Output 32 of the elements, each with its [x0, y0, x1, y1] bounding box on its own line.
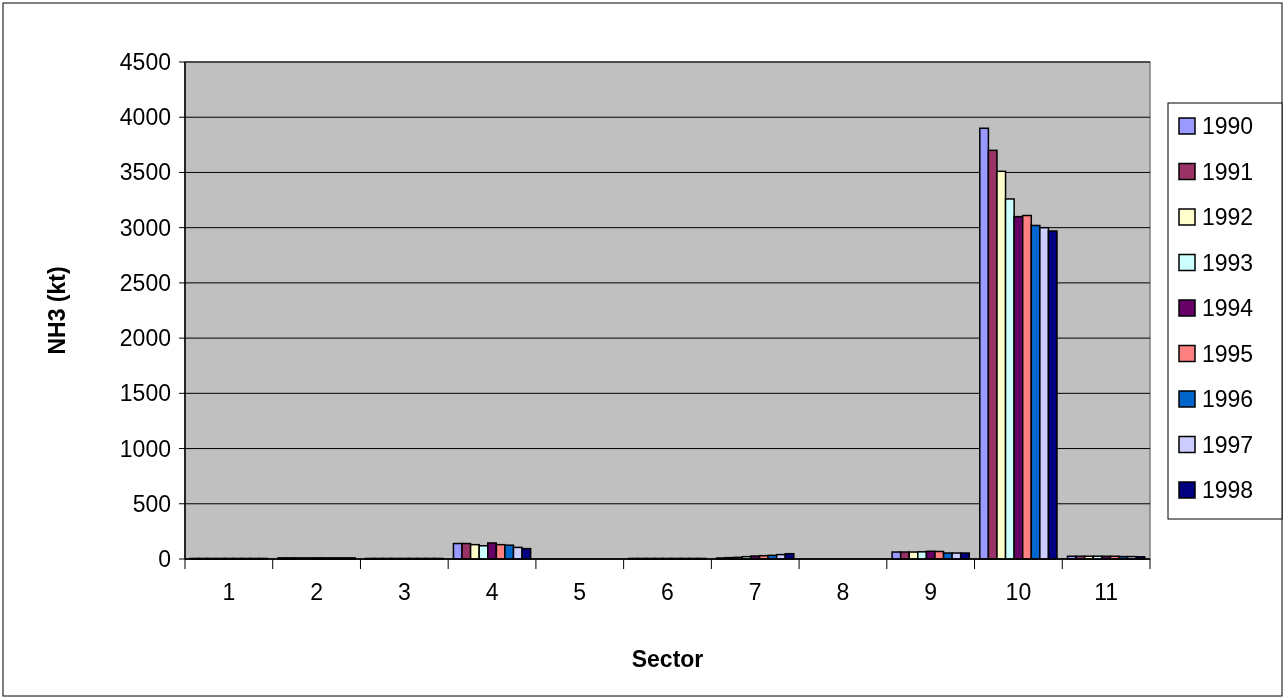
legend-label: 1991 [1202, 158, 1254, 185]
x-tick-label: 4 [485, 579, 499, 605]
y-axis-title: NH3 (kt) [44, 266, 70, 355]
x-tick-label: 3 [397, 579, 411, 605]
x-tick-label: 7 [748, 579, 762, 605]
x-tick-label: 8 [836, 579, 850, 605]
x-tick-label: 11 [1094, 579, 1119, 605]
y-tick-label: 1500 [119, 380, 171, 407]
legend-label: 1992 [1202, 204, 1254, 231]
y-tick-label: 3500 [119, 159, 171, 186]
y-tick-label: 3000 [119, 214, 171, 241]
legend-label: 1996 [1202, 386, 1254, 413]
legend-label: 1993 [1202, 249, 1254, 276]
legend-label: 1998 [1202, 477, 1254, 504]
y-tick-label: 2500 [119, 269, 171, 296]
x-tick-label: 6 [661, 579, 674, 605]
x-tick-label: 5 [573, 579, 587, 605]
x-axis-title: Sector [631, 646, 704, 672]
x-tick-label: 1 [222, 579, 236, 605]
x-tick-label: 2 [310, 579, 323, 605]
y-tick-label: 0 [158, 546, 171, 573]
legend-label: 1995 [1202, 340, 1254, 367]
y-tick-label: 4000 [119, 104, 171, 131]
x-tick-label: 9 [924, 579, 938, 605]
x-tick-label: 10 [1005, 579, 1032, 605]
y-tick-label: 1000 [119, 435, 171, 462]
y-tick-label: 500 [132, 490, 171, 517]
y-tick-label: 2000 [119, 325, 171, 352]
y-tick-label: 4500 [119, 49, 171, 76]
legend-label: 1994 [1202, 295, 1254, 322]
legend-label: 1997 [1202, 431, 1254, 458]
legend-label: 1990 [1202, 113, 1254, 140]
